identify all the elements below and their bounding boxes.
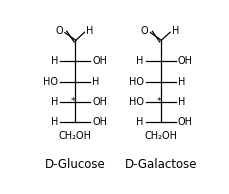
Text: H: H <box>171 26 178 36</box>
Text: H: H <box>92 77 99 87</box>
Text: O: O <box>55 26 63 36</box>
Text: H: H <box>51 117 58 127</box>
Text: H: H <box>136 56 143 66</box>
Text: OH: OH <box>177 56 192 66</box>
Text: H: H <box>86 26 93 36</box>
Text: CH₂OH: CH₂OH <box>58 131 91 141</box>
Text: H: H <box>136 117 143 127</box>
Text: *: * <box>155 97 160 106</box>
Text: OH: OH <box>92 56 106 66</box>
Text: O: O <box>140 26 148 36</box>
Text: H: H <box>177 77 184 87</box>
Text: HO: HO <box>128 97 143 107</box>
Text: H: H <box>51 97 58 107</box>
Text: H: H <box>51 56 58 66</box>
Text: CH₂OH: CH₂OH <box>144 131 176 141</box>
Text: OH: OH <box>92 117 106 127</box>
Text: OH: OH <box>92 97 106 107</box>
Text: OH: OH <box>177 117 192 127</box>
Text: D-Glucose: D-Glucose <box>44 158 105 171</box>
Text: H: H <box>177 97 184 107</box>
Text: HO: HO <box>43 77 58 87</box>
Text: *: * <box>70 97 75 106</box>
Text: D-Galactose: D-Galactose <box>124 158 196 171</box>
Text: HO: HO <box>128 77 143 87</box>
